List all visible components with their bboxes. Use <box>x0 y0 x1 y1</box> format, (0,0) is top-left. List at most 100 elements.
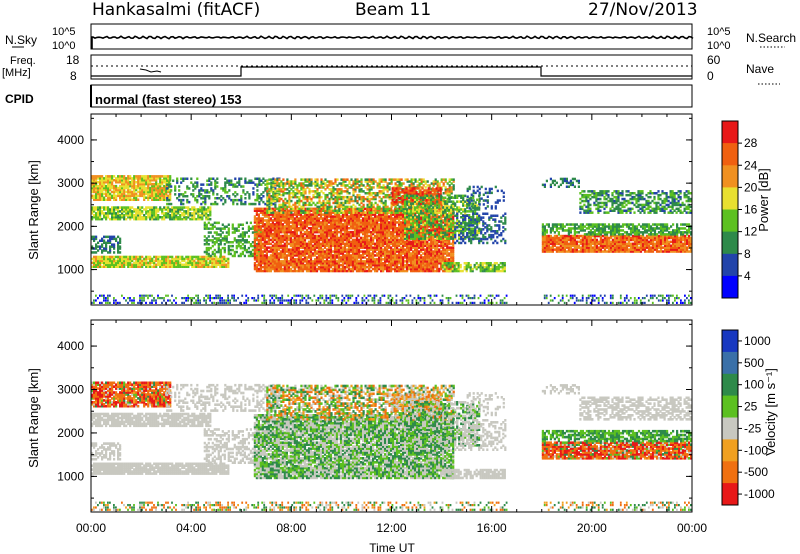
power-cell <box>321 236 325 240</box>
power-cell <box>319 215 323 218</box>
power-cell <box>91 210 94 213</box>
power-cell <box>345 230 349 234</box>
power-cell <box>345 265 349 269</box>
power-cell <box>151 188 154 192</box>
power-cell <box>125 206 128 209</box>
power-cell <box>204 202 207 206</box>
power-cell <box>432 250 435 253</box>
power-cell <box>317 240 321 244</box>
power-cell <box>233 254 236 258</box>
power-cell <box>414 225 417 228</box>
power-cell <box>271 267 274 271</box>
power-cell <box>245 250 248 254</box>
power-cell <box>109 257 112 261</box>
power-cell <box>289 209 292 212</box>
power-cell <box>199 257 202 261</box>
power-cell <box>418 227 421 230</box>
power-cell <box>125 184 128 188</box>
power-cell <box>321 228 325 232</box>
power-cell <box>211 239 214 242</box>
power-cell <box>372 223 375 226</box>
power-cell <box>123 217 126 221</box>
power-cell <box>256 195 259 198</box>
power-cell <box>289 228 292 232</box>
power-cell <box>374 219 377 222</box>
power-cell <box>293 267 296 271</box>
power-cell <box>321 263 325 267</box>
power-cell <box>426 256 429 259</box>
power-cell <box>380 232 383 236</box>
power-cell <box>147 263 150 266</box>
power-cell <box>321 217 325 220</box>
power-cell <box>406 254 409 257</box>
power-cell <box>368 256 371 259</box>
power-cell <box>309 246 313 249</box>
power-cell <box>331 234 335 238</box>
power-cell <box>161 175 164 178</box>
power-cell <box>141 210 144 213</box>
power-cell <box>388 225 391 228</box>
power-cell <box>250 181 253 184</box>
power-cell <box>215 231 218 234</box>
power-cell <box>366 228 369 232</box>
power-cell <box>267 215 270 218</box>
power-cell <box>430 227 433 230</box>
power-cell <box>166 198 169 202</box>
power-cell <box>117 241 120 244</box>
power-cell <box>329 238 333 242</box>
power-cell <box>378 248 381 251</box>
power-cell <box>341 256 345 259</box>
power-cell <box>359 242 363 246</box>
power-cell <box>400 228 403 232</box>
power-cell <box>333 207 337 211</box>
power-cell <box>355 219 359 222</box>
power-cell <box>207 216 210 219</box>
power-cell <box>149 177 152 180</box>
power-cell <box>400 230 403 234</box>
power-cell <box>93 198 96 201</box>
power-cell <box>347 246 351 249</box>
power-cell <box>127 184 130 188</box>
power-cell <box>341 236 345 240</box>
power-cell <box>197 265 200 268</box>
power-cell <box>319 265 323 269</box>
power-cell <box>212 191 215 194</box>
power-cell <box>309 242 313 246</box>
power-cell <box>91 247 94 250</box>
power-cell <box>386 263 389 267</box>
power-cell <box>285 250 288 253</box>
power-cell <box>434 265 437 269</box>
power-cell <box>131 210 134 213</box>
power-cell <box>370 221 373 224</box>
power-cell <box>386 244 389 247</box>
power-cell <box>392 236 395 240</box>
power-cell <box>311 240 315 244</box>
power-cell <box>169 210 172 213</box>
power-cell <box>359 260 363 263</box>
power-cell <box>207 214 210 217</box>
power-cell <box>364 244 367 247</box>
power-cell <box>239 233 242 236</box>
power-cell <box>452 225 455 228</box>
power-cell <box>279 254 282 257</box>
power-cell <box>231 223 234 226</box>
power-cell <box>372 240 375 244</box>
power-cell <box>345 262 349 265</box>
power-cell <box>386 252 389 255</box>
power-cell <box>284 203 287 207</box>
power-cell <box>285 219 288 222</box>
power-cell <box>213 225 216 228</box>
power-cell <box>223 250 226 254</box>
power-cell <box>392 238 395 242</box>
power-cell <box>359 225 363 228</box>
power-cell <box>183 210 186 213</box>
power-cell <box>109 235 112 239</box>
power-cell <box>167 259 170 263</box>
power-cell <box>261 219 264 222</box>
power-cell <box>301 236 305 240</box>
power-cell <box>279 263 282 267</box>
power-cell <box>434 215 437 218</box>
power-cell <box>219 235 222 238</box>
power-cell <box>376 240 379 244</box>
